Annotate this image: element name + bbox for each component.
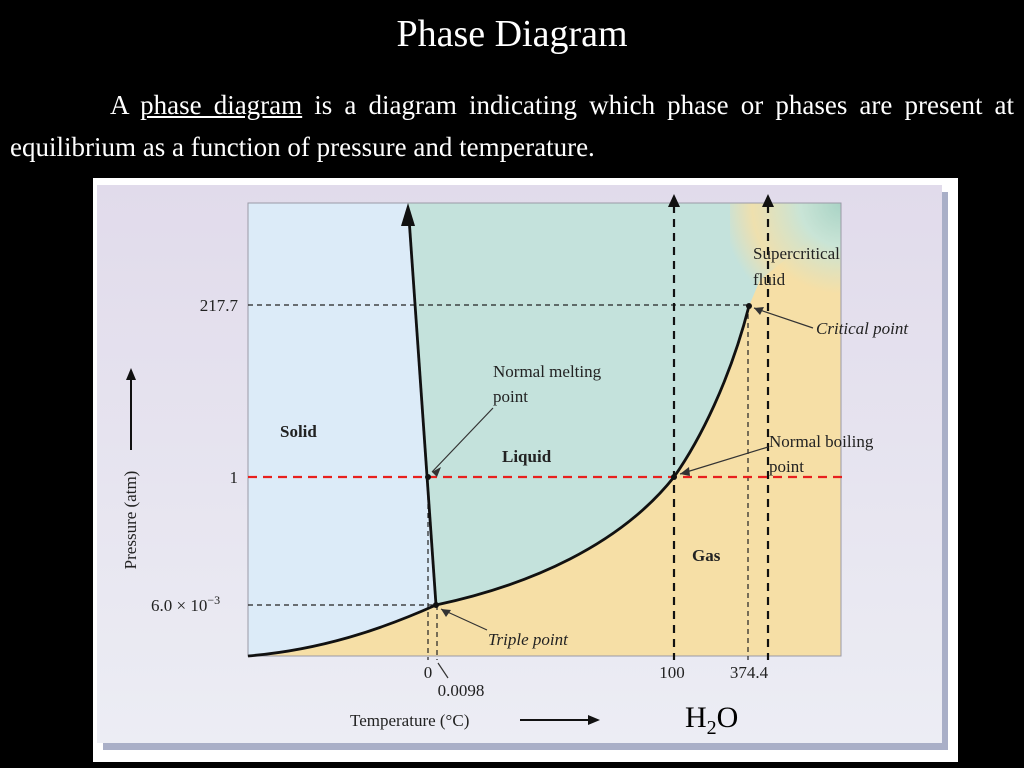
annotation-triple-point: Triple point [488, 630, 569, 649]
boiling-leader [679, 446, 769, 475]
body-rest: is a diagram indicating which phase or p… [10, 90, 1015, 162]
x-tick-100: 100 [659, 663, 685, 682]
melting-curve [407, 217, 438, 606]
melting-leader [431, 407, 494, 473]
x-axis-title: Temperature (°C) [350, 711, 469, 730]
annotation-critical-point: Critical point [816, 319, 909, 338]
boiling-guide-arrowhead [668, 194, 680, 207]
figure-frame: Solid Liquid Gas Supercritical fluid Nor… [93, 178, 958, 762]
triple-leader-head [441, 609, 451, 617]
formula-subscript: 2 [706, 717, 717, 739]
y-tick-triple-mantissa: 6.0 × 10 [151, 596, 207, 615]
region-label-supercritical: Supercritical [753, 244, 840, 263]
substance-formula: H2O [685, 700, 738, 746]
triple-point-marker [433, 602, 439, 608]
y-axis-title: Pressure (atm) [121, 471, 140, 570]
x-tick-374-4: 374.4 [730, 663, 769, 682]
sublimation-curve [247, 603, 437, 658]
body-term-phase-diagram: phase diagram [140, 90, 303, 120]
solid-region [248, 203, 436, 656]
x-axis-arrowhead [588, 715, 600, 725]
y-axis-arrowhead [126, 368, 136, 380]
normal-boiling-point-marker [671, 474, 677, 480]
annotation-melting-line2: point [493, 387, 528, 406]
region-label-liquid: Liquid [502, 447, 552, 466]
supercritical-guide-arrowhead [762, 194, 774, 207]
formula-base: H [685, 701, 707, 734]
y-tick-triple-exponent: −3 [207, 593, 220, 607]
triple-temp-tick-leader [437, 662, 449, 679]
slide-title: Phase Diagram [396, 13, 628, 55]
normal-melting-point-marker [425, 474, 431, 480]
body-prefix: A [110, 90, 129, 120]
critical-leader [753, 307, 814, 329]
y-tick-triple-pressure: 6.0 × 10−3 [151, 593, 220, 615]
region-label-gas: Gas [692, 546, 721, 565]
boiling-leader-head [680, 467, 690, 476]
y-tick-217-7: 217.7 [200, 296, 239, 315]
x-tick-0-0098: 0.0098 [438, 681, 485, 700]
vaporization-curve [435, 305, 751, 607]
melting-leader-head [432, 467, 441, 477]
formula-tail: O [716, 701, 739, 734]
phase-diagram: Solid Liquid Gas Supercritical fluid Nor… [97, 185, 948, 750]
plot-border [247, 202, 842, 657]
annotation-boiling-line2: point [769, 457, 804, 476]
annotation-boiling-line1: Normal boiling [769, 432, 874, 451]
x-tick-0: 0 [424, 663, 433, 682]
critical-point-marker [746, 303, 752, 309]
melting-curve-arrowhead [401, 203, 415, 226]
region-label-solid: Solid [280, 422, 317, 441]
y-tick-1: 1 [230, 468, 239, 487]
region-label-fluid: fluid [753, 270, 786, 289]
slide-body: A phase diagram is a diagram indicating … [10, 84, 1014, 168]
annotation-melting-line1: Normal melting [493, 362, 602, 381]
critical-leader-head [754, 307, 764, 315]
